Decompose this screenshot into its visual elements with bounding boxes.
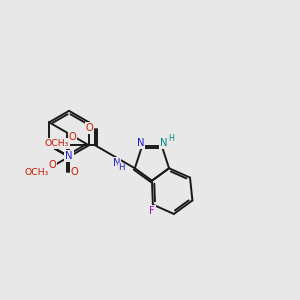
- Text: O: O: [86, 123, 94, 133]
- Text: H: H: [118, 164, 125, 172]
- Text: H: H: [168, 134, 174, 143]
- Text: N: N: [137, 138, 144, 148]
- Text: N: N: [113, 158, 120, 168]
- Text: OCH₃: OCH₃: [45, 139, 69, 148]
- Text: O: O: [69, 132, 76, 142]
- Text: OCH₃: OCH₃: [45, 139, 69, 148]
- Text: F: F: [149, 206, 155, 216]
- Text: N: N: [45, 140, 53, 149]
- Text: N: N: [160, 138, 167, 148]
- Text: OCH₃: OCH₃: [25, 168, 49, 177]
- Text: N: N: [65, 151, 73, 161]
- Text: OCH₃: OCH₃: [25, 168, 49, 177]
- Text: O: O: [49, 160, 56, 170]
- Text: O: O: [70, 167, 78, 177]
